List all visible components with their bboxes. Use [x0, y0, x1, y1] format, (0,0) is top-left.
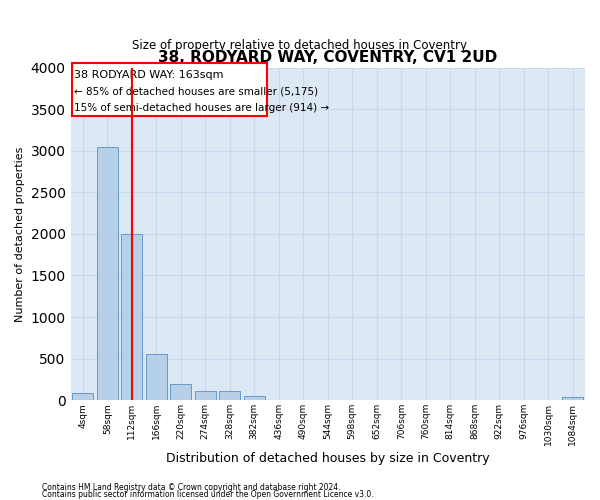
Text: ← 85% of detached houses are smaller (5,175): ← 85% of detached houses are smaller (5,… — [74, 86, 319, 97]
Title: 38, RODYARD WAY, COVENTRY, CV1 2UD: 38, RODYARD WAY, COVENTRY, CV1 2UD — [158, 50, 497, 65]
Y-axis label: Number of detached properties: Number of detached properties — [15, 146, 25, 322]
Bar — [244, 396, 265, 400]
FancyBboxPatch shape — [72, 64, 266, 116]
Text: 38 RODYARD WAY: 163sqm: 38 RODYARD WAY: 163sqm — [74, 70, 224, 80]
Text: Size of property relative to detached houses in Coventry: Size of property relative to detached ho… — [133, 38, 467, 52]
Bar — [73, 392, 93, 400]
X-axis label: Distribution of detached houses by size in Coventry: Distribution of detached houses by size … — [166, 452, 490, 465]
Bar — [97, 146, 118, 400]
Bar — [562, 397, 583, 400]
Text: Contains public sector information licensed under the Open Government Licence v3: Contains public sector information licen… — [42, 490, 374, 499]
Text: 15% of semi-detached houses are larger (914) →: 15% of semi-detached houses are larger (… — [74, 104, 329, 114]
Bar — [121, 234, 142, 400]
Bar — [195, 391, 215, 400]
Bar — [170, 384, 191, 400]
Bar — [146, 354, 167, 400]
Text: Contains HM Land Registry data © Crown copyright and database right 2024.: Contains HM Land Registry data © Crown c… — [42, 484, 341, 492]
Bar — [220, 391, 240, 400]
